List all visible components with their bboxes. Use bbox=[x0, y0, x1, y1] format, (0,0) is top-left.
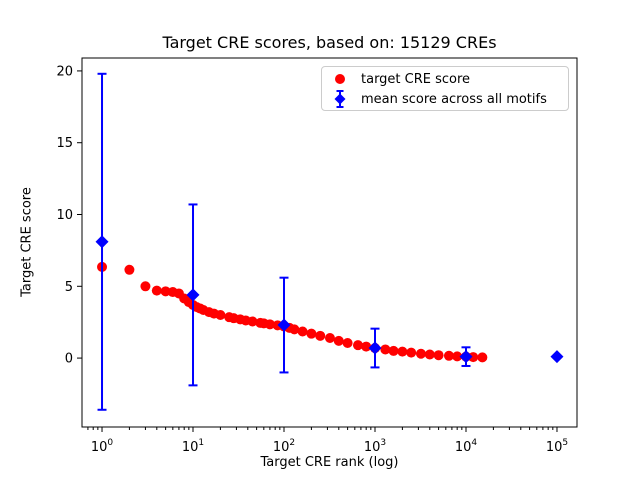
mean-score-diamond bbox=[95, 235, 109, 249]
target-score-point bbox=[342, 338, 353, 349]
target-score-point bbox=[415, 348, 426, 359]
x-axis-tick-label: 103 bbox=[364, 438, 386, 455]
target-score-point bbox=[433, 350, 444, 361]
target-score-point bbox=[388, 345, 399, 356]
chart-title: Target CRE scores, based on: 15129 CREs bbox=[162, 33, 497, 52]
blue-diamond-errorbar-icon bbox=[334, 90, 346, 108]
mean-score-diamond bbox=[550, 350, 564, 364]
target-score-point bbox=[306, 328, 317, 339]
x-axis-tick-label: 104 bbox=[455, 438, 478, 455]
y-axis-tick-label: 20 bbox=[56, 64, 73, 79]
target-score-point bbox=[424, 349, 435, 360]
x-axis-tick-label: 105 bbox=[546, 438, 568, 455]
target-score-point bbox=[397, 346, 408, 357]
y-axis-tick-label: 15 bbox=[56, 136, 73, 151]
red-dot-marker-icon bbox=[335, 74, 345, 84]
legend: target CRE score mean score across all m… bbox=[321, 66, 569, 111]
legend-label-target-score: target CRE score bbox=[361, 71, 471, 87]
x-axis-label: Target CRE rank (log) bbox=[260, 455, 399, 470]
y-axis-tick-label: 5 bbox=[65, 280, 73, 295]
plot-frame bbox=[81, 57, 578, 428]
mean-score-diamond bbox=[459, 350, 473, 364]
target-score-point bbox=[452, 351, 463, 362]
target-score-point bbox=[333, 335, 344, 346]
target-score-point bbox=[352, 340, 363, 351]
target-score-point bbox=[247, 316, 258, 327]
target-score-point bbox=[297, 326, 308, 337]
target-score-point bbox=[443, 350, 454, 361]
target-score-point bbox=[289, 324, 300, 335]
legend-item-mean-score: mean score across all motifs bbox=[322, 89, 568, 109]
target-score-point bbox=[160, 286, 171, 297]
legend-label-mean-score: mean score across all motifs bbox=[361, 91, 547, 107]
legend-item-target-score: target CRE score bbox=[322, 69, 568, 89]
y-axis-tick-label: 10 bbox=[56, 208, 73, 223]
mean-score-diamond bbox=[368, 341, 382, 355]
target-score-point bbox=[151, 285, 162, 296]
target-score-point bbox=[477, 352, 488, 363]
target-score-point bbox=[468, 352, 479, 363]
x-axis-tick-label: 102 bbox=[273, 438, 295, 455]
x-axis-tick-label: 100 bbox=[91, 438, 114, 455]
target-score-point bbox=[215, 310, 226, 321]
y-axis-label: Target CRE score bbox=[19, 187, 35, 297]
mean-score-diamond bbox=[277, 318, 291, 332]
mean-score-diamond bbox=[186, 288, 200, 302]
target-score-point bbox=[124, 264, 135, 275]
target-score-point bbox=[361, 341, 372, 352]
y-axis-tick-label: 0 bbox=[65, 352, 73, 367]
target-score-point bbox=[324, 332, 335, 343]
target-score-point bbox=[406, 347, 417, 358]
x-axis-tick-label: 101 bbox=[182, 438, 204, 455]
target-score-point bbox=[315, 330, 326, 341]
target-score-point bbox=[264, 319, 275, 330]
target-score-point bbox=[140, 281, 151, 292]
target-score-point bbox=[380, 344, 391, 355]
